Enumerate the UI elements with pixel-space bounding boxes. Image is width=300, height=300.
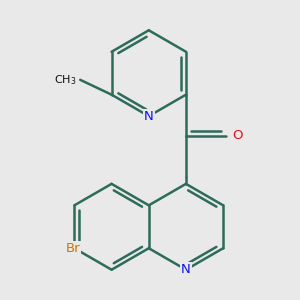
Text: N: N (181, 263, 191, 276)
Text: Br: Br (65, 242, 80, 255)
Text: O: O (232, 130, 242, 142)
Text: N: N (144, 110, 154, 123)
Text: CH$_3$: CH$_3$ (54, 73, 77, 87)
